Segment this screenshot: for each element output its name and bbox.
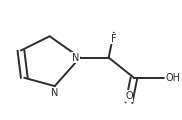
Text: O: O <box>125 91 133 101</box>
Text: N: N <box>72 53 79 63</box>
Text: OH: OH <box>166 73 181 83</box>
Text: F: F <box>111 34 116 44</box>
Text: N: N <box>51 88 58 98</box>
